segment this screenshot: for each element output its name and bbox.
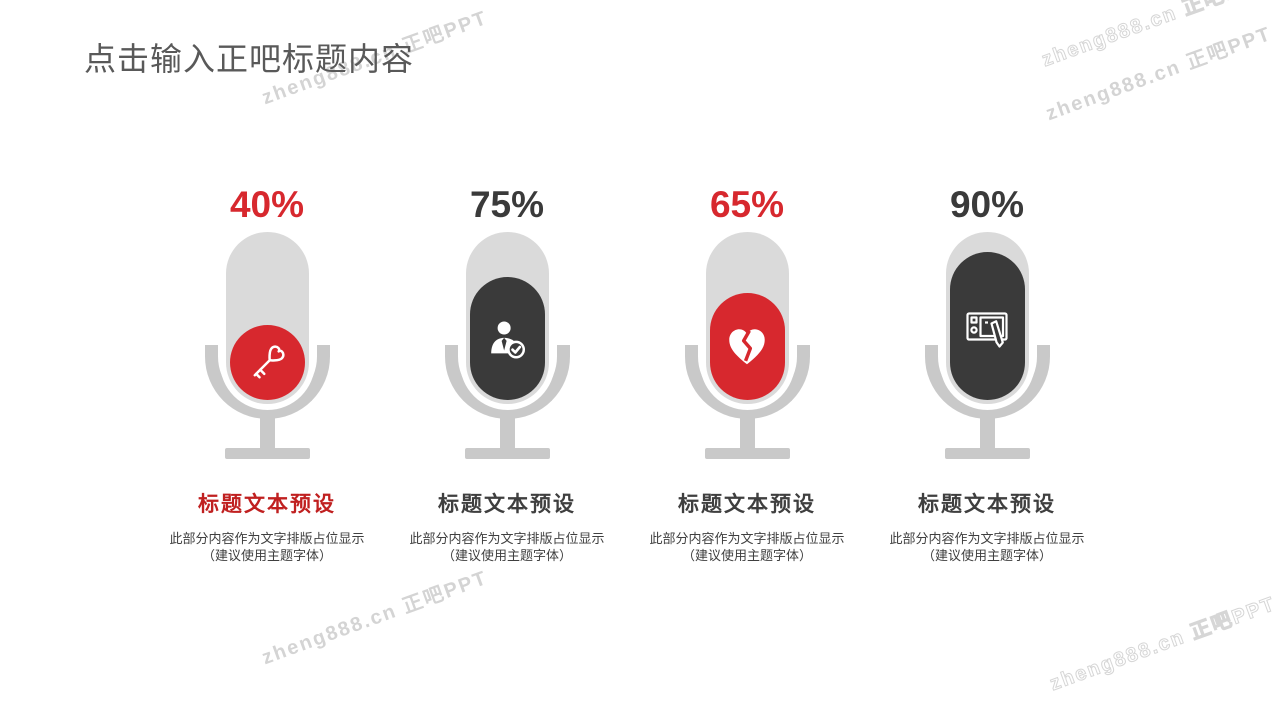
microphone-graphic — [924, 232, 1050, 459]
item-title: 标题文本预设 — [198, 492, 336, 516]
item-title: 标题文本预设 — [678, 492, 816, 516]
mic-column: 90% — [867, 183, 1107, 564]
percent-label: 90% — [949, 184, 1025, 225]
watermark: zheng888.cn 正吧PPT — [1047, 592, 1280, 696]
item-description-line2: （建议使用主题字体） — [681, 548, 812, 563]
broken-heart-icon — [729, 328, 765, 364]
percent-label: 65% — [709, 184, 785, 225]
watermark: zheng888.cn 正吧PPT — [259, 566, 491, 670]
mic-stem — [979, 402, 995, 452]
mic-stem — [499, 402, 515, 452]
mic-stem — [739, 402, 755, 452]
item-description: 此部分内容作为文字排版占位显示 （建议使用主题字体） — [627, 530, 867, 564]
mic-column: 65% 标题文本预设 此部分内容作为文字排版占位显示 （建议 — [627, 183, 867, 564]
mic-base — [224, 448, 310, 459]
item-description-line1: 此部分内容作为文字排版占位显示 — [169, 531, 365, 546]
mic-base — [464, 448, 550, 459]
item-description-line2: （建议使用主题字体） — [921, 548, 1052, 563]
mic-base — [944, 448, 1030, 459]
item-description-line2: （建议使用主题字体） — [201, 548, 332, 563]
mic-base — [704, 448, 790, 459]
page-title: 点击输入正吧标题内容 — [84, 41, 415, 77]
item-description: 此部分内容作为文字排版占位显示 （建议使用主题字体） — [867, 530, 1107, 564]
item-description-line1: 此部分内容作为文字排版占位显示 — [409, 531, 605, 546]
microphone-graphic — [204, 232, 330, 459]
mic-capsule — [225, 232, 309, 404]
item-description-line2: （建议使用主题字体） — [441, 548, 572, 563]
percent-label: 40% — [229, 184, 305, 225]
mic-row: 40% — [147, 183, 1107, 564]
mic-fill — [949, 252, 1025, 400]
heart-key-icon — [253, 344, 285, 378]
mic-fill — [229, 325, 305, 400]
item-description-line1: 此部分内容作为文字排版占位显示 — [889, 531, 1085, 546]
person-check-icon — [491, 320, 526, 358]
item-description: 此部分内容作为文字排版占位显示 （建议使用主题字体） — [147, 530, 387, 564]
mic-stem — [259, 402, 275, 452]
item-description-line1: 此部分内容作为文字排版占位显示 — [649, 531, 845, 546]
mic-fill — [709, 293, 785, 400]
tablet-pen-icon — [966, 312, 1008, 348]
item-title: 标题文本预设 — [918, 492, 1056, 516]
mic-capsule — [465, 232, 549, 404]
mic-column: 40% — [147, 183, 387, 564]
mic-capsule — [945, 232, 1029, 404]
mic-fill — [469, 277, 545, 400]
microphone-graphic — [684, 232, 810, 459]
mic-capsule — [705, 232, 789, 404]
microphone-graphic — [444, 232, 570, 459]
item-description: 此部分内容作为文字排版占位显示 （建议使用主题字体） — [387, 530, 627, 564]
item-title: 标题文本预设 — [438, 492, 576, 516]
percent-label: 75% — [469, 184, 545, 225]
mic-column: 75% 标题文本 — [387, 183, 627, 564]
